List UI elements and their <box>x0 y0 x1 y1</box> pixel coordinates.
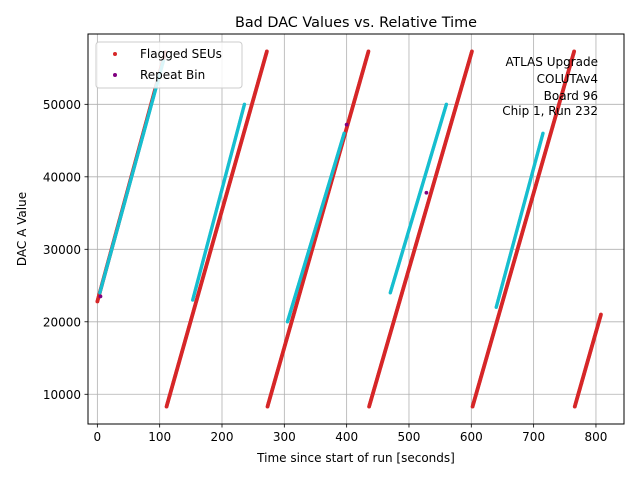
cyan-band-point <box>342 131 346 136</box>
gridlines <box>88 34 624 424</box>
x-tick-label: 0 <box>94 430 102 444</box>
annotation-line-1: ATLAS Upgrade <box>505 55 598 69</box>
annotation-line-4: Chip 1, Run 232 <box>502 104 598 118</box>
flagged-seus-point <box>366 49 371 54</box>
repeat-bin-point <box>344 122 349 127</box>
x-tick-label: 400 <box>335 430 358 444</box>
annotation-line-2: COLUTAv4 <box>537 72 598 86</box>
x-tick-label: 200 <box>211 430 234 444</box>
annotation-line-3: Board 96 <box>544 89 598 103</box>
repeat-bin-point <box>424 190 429 195</box>
flagged-seus-point <box>572 49 577 54</box>
flagged-seus-point <box>599 312 603 317</box>
axis-ticks: 0 100 200 300 400 500 600 700 800 10000 20000 30000… <box>43 98 608 444</box>
y-tick-label: 40000 <box>43 170 81 184</box>
x-tick-label: 500 <box>398 430 421 444</box>
y-tick-label: 20000 <box>43 315 81 329</box>
x-tick-label: 300 <box>273 430 296 444</box>
annotation: ATLAS Upgrade COLUTAv4 Board 96 Chip 1, … <box>502 55 598 118</box>
x-tick-label: 600 <box>460 430 483 444</box>
plot-frame <box>87 33 625 425</box>
repeat-bin-point <box>98 294 103 299</box>
legend-marker-repeat-bin <box>113 73 117 77</box>
x-axis-label: Time since start of run [seconds] <box>256 451 455 465</box>
legend-marker-flagged-seus <box>113 52 117 56</box>
y-tick-label: 30000 <box>43 243 81 257</box>
data-marks <box>95 49 603 409</box>
legend-label-repeat-bin: Repeat Bin <box>140 68 205 82</box>
legend-box <box>95 41 243 89</box>
flagged-seus-point <box>470 49 474 54</box>
x-tick-label: 100 <box>148 430 171 444</box>
y-tick-label: 10000 <box>43 388 81 402</box>
flagged-seus-point <box>264 49 269 54</box>
legend: Flagged SEUs Repeat Bin <box>95 41 243 89</box>
y-tick-label: 50000 <box>43 98 81 112</box>
cyan-band-point <box>242 102 247 107</box>
legend-label-flagged-seus: Flagged SEUs <box>140 47 222 61</box>
y-axis-label: DAC A Value <box>15 192 29 266</box>
x-tick-label: 700 <box>522 430 545 444</box>
chart-title: Bad DAC Values vs. Relative Time <box>235 15 477 31</box>
x-tick-label: 800 <box>585 430 608 444</box>
cyan-band-point <box>541 131 545 136</box>
cyan-band-point <box>444 102 449 107</box>
